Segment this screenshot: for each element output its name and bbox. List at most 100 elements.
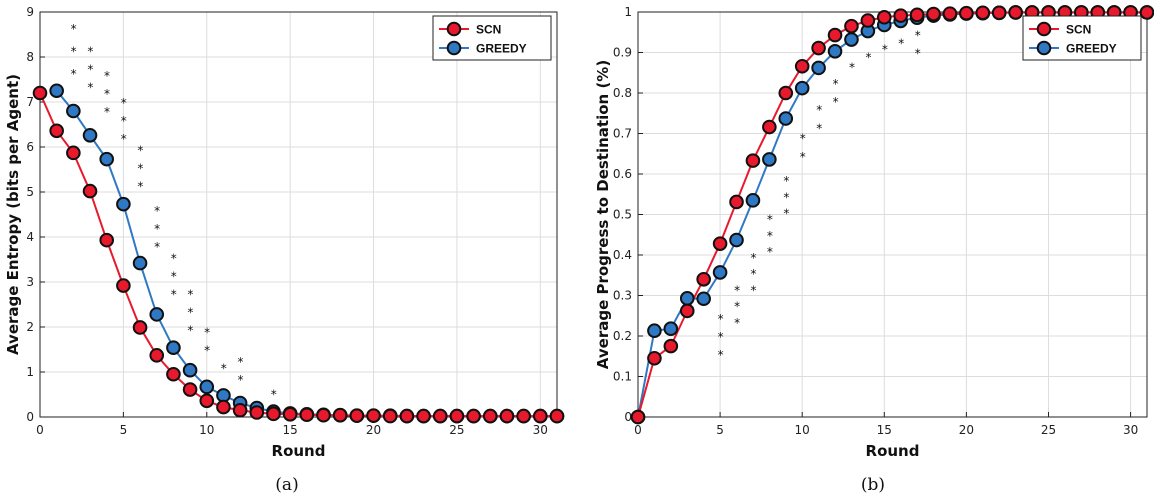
significance-star: * <box>898 36 904 50</box>
data-point-greedy <box>149 307 165 322</box>
legend-label-greedy: GREEDY <box>476 42 527 56</box>
data-point-greedy <box>166 340 181 356</box>
x-tick-label: 30 <box>533 423 548 437</box>
data-point-scn <box>860 13 876 28</box>
significance-star: * <box>718 348 724 362</box>
series-line-greedy <box>55 90 557 418</box>
data-point-scn <box>893 8 909 23</box>
data-point-scn <box>149 348 165 363</box>
y-tick-label: 0 <box>26 410 34 424</box>
significance-star: * <box>187 323 193 337</box>
legend-marker-scn <box>1036 21 1052 37</box>
data-point-greedy <box>712 265 728 280</box>
data-point-scn <box>232 402 248 418</box>
data-point-scn <box>82 183 98 199</box>
data-point-scn <box>794 58 810 74</box>
data-point-scn <box>66 145 81 161</box>
significance-star: * <box>87 80 93 94</box>
significance-star: * <box>783 190 789 204</box>
y-tick-label: 5 <box>26 185 34 199</box>
data-point-scn <box>811 40 826 56</box>
y-tick-label: 0.8 <box>613 86 632 100</box>
data-point-scn <box>844 18 859 34</box>
data-point-greedy <box>794 80 810 96</box>
legend-label-greedy: GREEDY <box>1066 42 1117 56</box>
data-point-scn <box>99 232 115 248</box>
significance-star: * <box>751 283 757 297</box>
significance-star: * <box>751 251 757 265</box>
significance-star: * <box>718 330 724 344</box>
data-point-greedy <box>116 196 131 212</box>
plot-frame <box>39 11 558 418</box>
significance-star: * <box>767 229 773 243</box>
x-tick-label: 10 <box>199 423 214 437</box>
data-point-greedy <box>99 151 115 167</box>
data-point-scn <box>975 5 991 21</box>
significance-star: * <box>104 69 110 83</box>
data-point-scn <box>712 236 728 251</box>
data-point-scn <box>909 7 925 23</box>
legend-marker-scn <box>446 21 462 37</box>
data-point-scn <box>332 407 348 423</box>
data-point-scn <box>926 6 941 22</box>
legend-label-scn: SCN <box>476 23 501 37</box>
data-point-scn <box>679 303 695 319</box>
data-point-scn <box>382 408 398 424</box>
significance-star: * <box>121 132 127 146</box>
significance-star: * <box>767 213 773 227</box>
x-tick-label: 0 <box>634 423 642 437</box>
y-axis-title: Average Entropy (bits per Agent) <box>4 74 22 355</box>
significance-star: * <box>204 326 210 340</box>
x-tick-label: 15 <box>283 423 298 437</box>
significance-star: * <box>816 103 822 117</box>
data-point-scn <box>316 407 331 423</box>
data-point-scn <box>366 408 381 423</box>
significance-star: * <box>187 287 193 301</box>
significance-star: * <box>71 44 77 58</box>
data-point-scn <box>647 350 662 366</box>
data-point-scn <box>516 408 531 424</box>
legend-label-scn: SCN <box>1066 23 1091 37</box>
significance-star: * <box>783 206 789 220</box>
significance-star: * <box>237 373 243 387</box>
data-point-scn <box>166 366 181 382</box>
significance-star: * <box>800 150 806 164</box>
significance-star: * <box>71 22 77 36</box>
data-point-scn <box>282 407 298 422</box>
data-point-greedy <box>729 232 744 248</box>
data-point-scn <box>630 409 646 425</box>
significance-star: * <box>734 283 740 297</box>
y-tick-label: 0 <box>624 410 632 424</box>
data-point-greedy <box>827 43 843 59</box>
significance-star: * <box>154 222 160 236</box>
y-tick-label: 4 <box>26 230 34 244</box>
x-tick-label: 20 <box>959 423 974 437</box>
significance-star: * <box>87 62 93 76</box>
data-point-scn <box>266 406 281 422</box>
y-tick-label: 1 <box>26 365 34 379</box>
data-point-greedy <box>811 60 826 76</box>
significance-star: * <box>783 174 789 188</box>
data-point-scn <box>745 153 761 168</box>
y-tick-label: 0.1 <box>613 370 632 384</box>
data-point-scn <box>116 278 131 293</box>
data-point-scn <box>182 382 198 397</box>
data-point-scn <box>663 338 679 354</box>
significance-star: * <box>187 305 193 319</box>
panel-label: (a) <box>275 475 298 495</box>
significance-star: * <box>137 143 143 157</box>
significance-star: * <box>154 204 160 218</box>
data-point-greedy <box>778 111 794 126</box>
significance-star: * <box>865 51 871 65</box>
y-tick-label: 7 <box>26 95 34 109</box>
y-tick-label: 2 <box>26 320 34 334</box>
data-point-greedy <box>745 193 761 208</box>
data-point-scn <box>299 407 315 423</box>
data-point-scn <box>991 5 1007 21</box>
x-tick-label: 10 <box>795 423 810 437</box>
significance-star: * <box>833 95 839 109</box>
y-tick-label: 0.4 <box>613 248 632 262</box>
significance-star: * <box>849 61 855 75</box>
data-point-scn <box>482 408 498 424</box>
